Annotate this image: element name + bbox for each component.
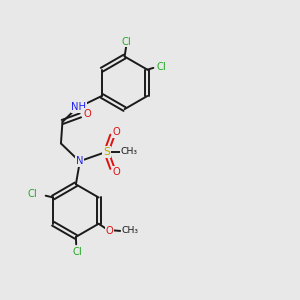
Text: O: O [113,167,121,177]
Text: CH₃: CH₃ [121,147,138,156]
Text: O: O [83,109,91,118]
Text: Cl: Cl [157,62,166,72]
Text: Cl: Cl [121,37,131,46]
Text: Cl: Cl [72,248,82,257]
Text: N: N [76,156,83,166]
Text: O: O [113,127,121,137]
Text: Cl: Cl [28,190,38,200]
Text: NH: NH [71,102,86,112]
Text: S: S [103,147,110,157]
Text: O: O [106,226,114,236]
Text: CH₃: CH₃ [122,226,139,236]
